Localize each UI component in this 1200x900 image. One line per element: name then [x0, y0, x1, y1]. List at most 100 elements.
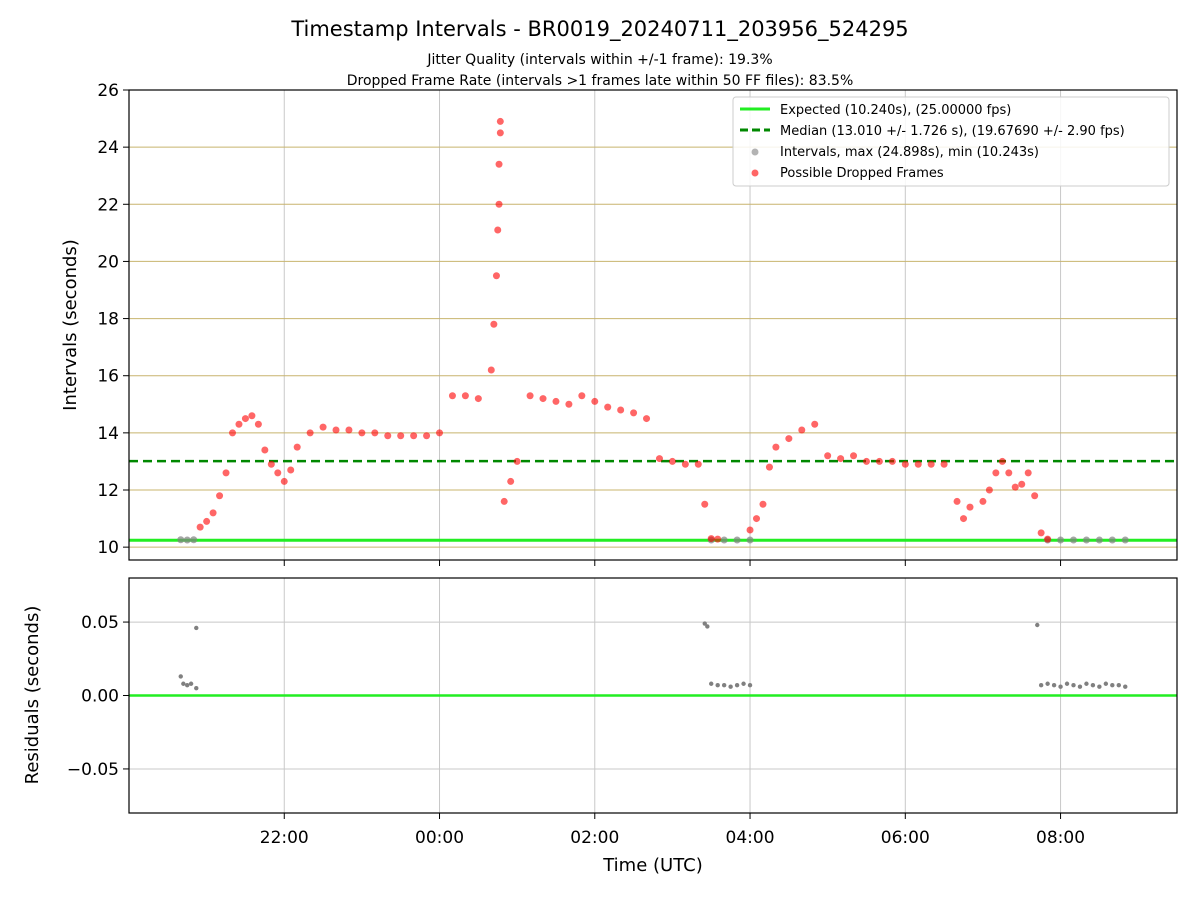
- dropped-frame-point: [798, 426, 806, 434]
- dropped-frame-point: [474, 395, 482, 403]
- dropped-frame-point: [496, 129, 504, 137]
- interval-point: [1108, 536, 1116, 544]
- residual-point: [181, 681, 186, 686]
- residual-point: [1064, 681, 1070, 686]
- residual-point: [702, 621, 707, 626]
- dropped-frame-point: [448, 392, 456, 400]
- dropped-frame-point: [490, 320, 498, 328]
- y-tick-label: 22: [97, 195, 119, 215]
- dropped-frame-point: [397, 432, 405, 440]
- dropped-frame-point: [526, 392, 534, 400]
- interval-point: [720, 536, 728, 544]
- dropped-frame-point: [960, 515, 968, 523]
- chart-title: Timestamp Intervals - BR0019_20240711_20…: [290, 17, 908, 42]
- dropped-frame-point: [492, 272, 500, 280]
- dropped-frame-point: [267, 460, 275, 468]
- dropped-frame-point: [785, 435, 793, 443]
- residual-point: [178, 674, 183, 679]
- dropped-frame-point: [280, 477, 288, 485]
- y-tick-label: 0.05: [81, 613, 119, 633]
- x-tick-label: 02:00: [570, 828, 619, 848]
- interval-point: [1121, 536, 1129, 544]
- interval-point: [1069, 536, 1077, 544]
- interval-point: [733, 536, 741, 544]
- dropped-frame-point: [293, 443, 301, 451]
- dropped-frame-point: [1037, 529, 1045, 537]
- y-tick-label: 14: [97, 424, 119, 444]
- dropped-frame-point: [345, 426, 353, 434]
- interval-point: [1082, 536, 1090, 544]
- y-tick-label: 26: [97, 81, 119, 101]
- residual-point: [1116, 683, 1121, 688]
- dropped-frame-point: [248, 412, 256, 420]
- residual-point: [741, 681, 746, 686]
- y-tick-label: −0.05: [67, 760, 119, 780]
- dropped-frame-point: [701, 500, 709, 508]
- dropped-frame-point: [850, 452, 858, 460]
- dropped-frame-point: [229, 429, 237, 437]
- x-tick-label: 22:00: [260, 828, 309, 848]
- residual-point: [721, 683, 727, 688]
- dropped-frame-point: [1011, 483, 1019, 491]
- x-tick-label: 06:00: [881, 828, 930, 848]
- residual-point: [188, 681, 194, 686]
- dropped-frame-point: [753, 515, 761, 523]
- residual-point: [1045, 681, 1050, 686]
- x-tick-label: 08:00: [1036, 828, 1085, 848]
- y-tick-label: 16: [97, 367, 119, 387]
- dropped-frame-point: [274, 469, 282, 477]
- y-axis-label-intervals: Intervals (seconds): [60, 239, 81, 411]
- interval-point: [1057, 536, 1065, 544]
- residual-point: [1038, 683, 1044, 688]
- dropped-frame-point: [410, 432, 418, 440]
- dropped-frame-point: [496, 117, 504, 125]
- dropped-frame-point: [966, 503, 974, 511]
- interval-point: [1095, 536, 1103, 544]
- dropped-frame-point: [461, 392, 469, 400]
- dropped-frame-point: [507, 477, 515, 485]
- legend-median-label: Median (13.010 +/- 1.726 s), (19.67690 +…: [780, 124, 1125, 139]
- residual-point: [1077, 684, 1083, 689]
- dropped-frame-point: [985, 486, 993, 494]
- dropped-frame-point: [1044, 535, 1052, 543]
- x-axis-label: Time (UTC): [602, 855, 703, 876]
- dropped-frame-point: [759, 500, 767, 508]
- dropped-frame-point: [1031, 492, 1039, 500]
- residual-point: [1084, 681, 1089, 686]
- residual-point: [1110, 683, 1115, 688]
- dropped-frame-point: [423, 432, 431, 440]
- dropped-frame-point: [940, 460, 948, 468]
- x-tick-label: 04:00: [726, 828, 775, 848]
- dropped-frame-point: [655, 455, 663, 463]
- dropped-frame-point: [306, 429, 314, 437]
- interval-point: [177, 536, 185, 544]
- dropped-frame-point: [222, 469, 230, 477]
- dropped-frame-point: [436, 429, 444, 437]
- dropped-frame-point: [668, 457, 676, 465]
- dropped-frame-point: [901, 460, 909, 468]
- dropped-frame-point: [358, 429, 366, 437]
- intervals-plot-frame: [128, 89, 1178, 561]
- dropped-frame-point: [203, 517, 211, 525]
- dropped-frame-point: [552, 397, 560, 405]
- residual-point: [1090, 683, 1096, 688]
- residual-point: [1051, 683, 1057, 688]
- dropped-frame-point: [681, 460, 689, 468]
- residual-point: [709, 681, 714, 686]
- dropped-frame-point: [953, 497, 961, 505]
- dropped-frame-point: [319, 423, 327, 431]
- dropped-frame-point: [914, 460, 922, 468]
- y-tick-label: 18: [97, 310, 119, 330]
- dropped-frame-point: [371, 429, 379, 437]
- dropped-frame-point: [707, 535, 715, 543]
- dropped-frame-point: [694, 460, 702, 468]
- y-tick-label: 20: [97, 252, 119, 272]
- residuals-panel: −0.05 0.00 0.05 22:00 00:00 02:00 04:00 06:00 08…: [67, 577, 1178, 848]
- dropped-frame-point: [1018, 480, 1026, 488]
- dropped-frame-point: [287, 466, 295, 474]
- residual-point: [734, 683, 740, 688]
- legend: Expected (10.240s), (25.00000 fps) Media…: [732, 96, 1170, 187]
- dropped-frame-point: [765, 463, 773, 471]
- dropped-frame-point: [565, 400, 573, 408]
- dropped-frame-point: [591, 397, 599, 405]
